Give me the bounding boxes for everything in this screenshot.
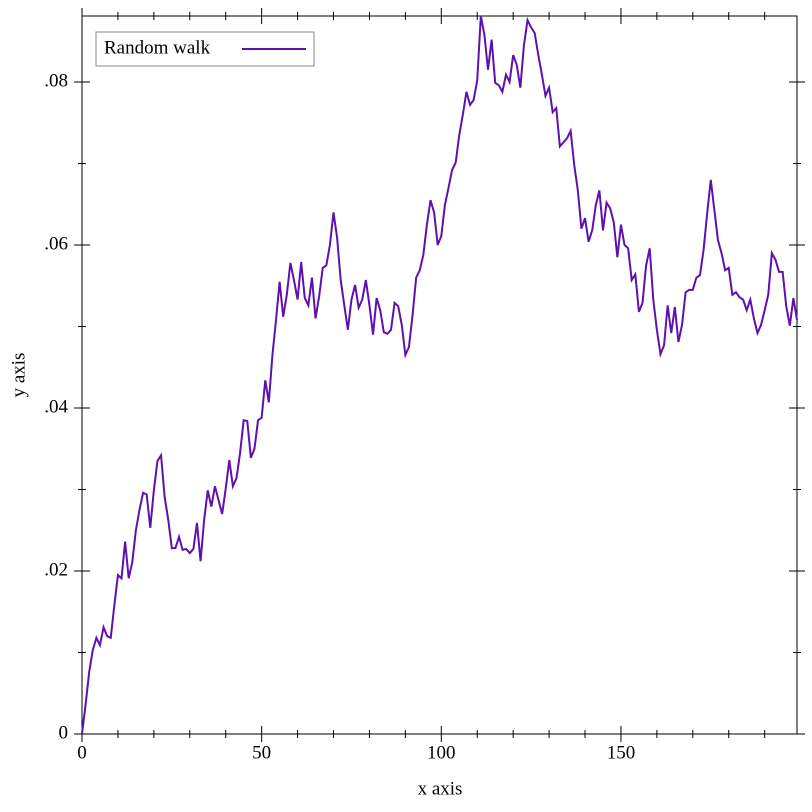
x-tick-label: 50 [252,742,271,763]
x-tick-label: 100 [427,742,456,763]
y-tick-label: .02 [44,559,68,580]
x-tick-label: 0 [77,742,87,763]
y-tick-label: .06 [44,233,68,254]
y-tick-label: .04 [44,396,68,417]
y-axis-label: y axis [8,353,29,398]
x-axis-label: x axis [418,778,463,799]
legend: Random walk [95,31,315,67]
x-tick-label: 150 [607,742,636,763]
data-line [81,15,798,735]
y-tick-label: 0 [59,722,69,743]
y-tick-label: .08 [44,70,68,91]
legend-label: Random walk [104,37,211,58]
plot-frame [81,15,798,735]
